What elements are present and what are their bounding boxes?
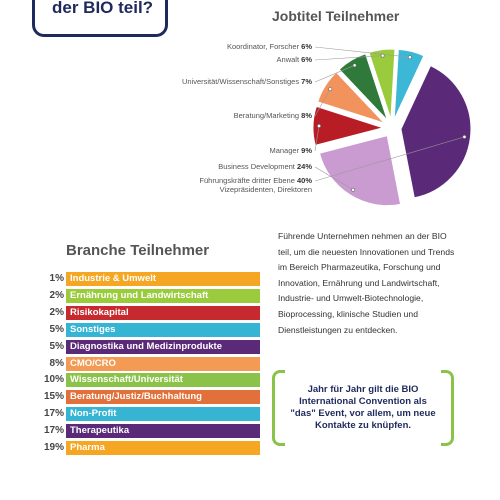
- pie-slice-label: Manager 9%: [269, 146, 312, 155]
- branch-row: 8% CMO/CRO: [40, 356, 262, 371]
- pie-slice-label: Koordinator, Forscher 6%: [227, 42, 312, 51]
- branch-bar: [66, 339, 260, 354]
- pie-slice-value: 8%: [301, 111, 312, 120]
- branch-value: 2%: [49, 306, 64, 318]
- pie-slice-name: Manager: [269, 146, 302, 155]
- pie-slice-value: 6%: [301, 42, 312, 51]
- quote-bracket-left: [272, 370, 285, 446]
- quote-text: Jahr für Jahr gilt die BIO International…: [290, 384, 436, 431]
- branch-bar: [66, 272, 260, 286]
- branch-value: 1%: [49, 273, 64, 284]
- pie-slice: [312, 105, 385, 147]
- pie-slice-name: Anwalt: [276, 55, 302, 64]
- branch-row: 17% Therapeutika: [40, 424, 262, 439]
- pie-slice-value: 7%: [301, 77, 312, 86]
- pie-leader-line: [314, 46, 410, 58]
- quote-box: Jahr für Jahr gilt die BIO International…: [272, 370, 454, 446]
- quote-bracket-right: [441, 370, 454, 446]
- branch-bar: [66, 441, 260, 455]
- branch-value: 19%: [43, 442, 64, 453]
- pie-slice: [317, 71, 385, 124]
- branch-bar: [66, 424, 260, 439]
- pie-leader-dot: [462, 134, 467, 139]
- pie-slice: [318, 134, 402, 207]
- branch-bar: [66, 390, 260, 405]
- branch-row: 19% Pharma: [40, 441, 262, 455]
- pie-slice-value: 9%: [301, 146, 312, 155]
- branch-label: Non-Profit: [70, 408, 117, 420]
- branch-row: 17% Non-Profit: [40, 407, 262, 422]
- branch-value: 8%: [49, 357, 64, 369]
- header-text: der BIO teil?: [52, 0, 154, 17]
- jobtitle-pie-chart: [312, 46, 472, 207]
- header-frame: [32, 0, 168, 37]
- branch-row: 1% Industrie & Umwelt: [40, 272, 262, 286]
- branch-value: 15%: [43, 391, 64, 403]
- pie-leader-dot: [380, 53, 385, 58]
- pie-slice-label: Führungskräfte dritter Ebene 40% Vizepräs…: [199, 176, 312, 194]
- pie-leader-dot: [317, 124, 321, 128]
- branch-value: 5%: [49, 340, 64, 352]
- pie-slice-name: Führungskräfte dritter Ebene: [199, 176, 297, 185]
- pie-slice: [400, 64, 472, 199]
- branch-bar: [66, 356, 260, 371]
- branch-label: Beratung/Justiz/Buchhaltung: [70, 391, 202, 403]
- pie-slice-label: Universität/Wissenschaft/Sonstiges 7%: [182, 77, 312, 86]
- pie-slice-value: 6%: [301, 55, 312, 64]
- pie-leader-dot: [328, 87, 333, 92]
- pie-leader-line: [314, 166, 354, 191]
- branch-label: Therapeutika: [70, 425, 130, 437]
- pie-leader-dot: [352, 63, 357, 68]
- branch-label: CMO/CRO: [70, 357, 116, 369]
- pie-slice-label: Anwalt 6%: [277, 55, 312, 64]
- branch-value: 10%: [43, 374, 64, 386]
- pie-slice-name: Beratung/Marketing: [233, 111, 302, 120]
- pie-slice-name: Koordinator, Forscher: [226, 42, 302, 51]
- bar-chart-title: Branche Teilnehmer: [66, 242, 210, 259]
- branch-label: Wissenschaft/Universität: [70, 374, 183, 386]
- branch-row: 5% Sonstiges: [40, 322, 262, 337]
- branch-bar: [66, 322, 260, 337]
- pie-slice-name: Universität/Wissenschaft/Sonstiges: [181, 77, 302, 86]
- pie-leader-dot: [408, 55, 412, 60]
- branch-label: Risikokapital: [70, 306, 129, 318]
- pie-leader-line: [314, 55, 383, 61]
- branch-row: 5% Diagnostika und Medizinprodukte: [40, 339, 262, 354]
- branch-row: 2% Ernährung und Landwirtschaft: [40, 288, 262, 303]
- pie-leader-line: [314, 88, 331, 117]
- pie-leader-dot: [351, 187, 356, 192]
- branch-value: 2%: [49, 289, 64, 301]
- branch-bar: [66, 288, 260, 303]
- pie-slice-value: 40%: [296, 176, 312, 185]
- branch-bar: [66, 373, 260, 388]
- branch-label: Ernährung und Landwirtschaft: [70, 289, 209, 301]
- pie-leader-line: [314, 65, 355, 83]
- branch-value: 17%: [43, 425, 64, 437]
- branch-row: 2% Risikokapital: [40, 305, 262, 320]
- pie-slice-label: Business Development 24%: [218, 162, 312, 171]
- branch-value: 5%: [49, 323, 64, 335]
- branch-label: Pharma: [70, 442, 105, 453]
- branch-label: Diagnostika und Medizinprodukte: [70, 340, 223, 352]
- branch-label: Industrie & Umwelt: [70, 273, 157, 284]
- pie-slice: [393, 48, 425, 120]
- branch-row: 10% Wissenschaft/Universität: [40, 373, 262, 388]
- pie-slice-value: 24%: [296, 162, 312, 171]
- branch-bar: [66, 305, 260, 320]
- branch-row: 15% Beratung/Justiz/Buchhaltung: [40, 390, 262, 405]
- branch-label: Sonstiges: [70, 323, 116, 335]
- pie-chart-title: Jobtitel Teilnehmer: [272, 8, 400, 24]
- description-text: Führende Unternehmen nehmen an der BIO t…: [278, 231, 455, 335]
- pie-slice-name-line2: Vizepräsidenten, Direktoren: [219, 185, 312, 194]
- pie-leader-line: [314, 125, 320, 152]
- branch-value: 17%: [43, 408, 64, 420]
- pie-leader-line: [314, 136, 465, 182]
- pie-slice: [338, 53, 388, 121]
- pie-slice-name: Business Development: [218, 162, 297, 171]
- branch-bar: [66, 407, 260, 422]
- pie-slice-label: Beratung/Marketing 8%: [234, 111, 312, 120]
